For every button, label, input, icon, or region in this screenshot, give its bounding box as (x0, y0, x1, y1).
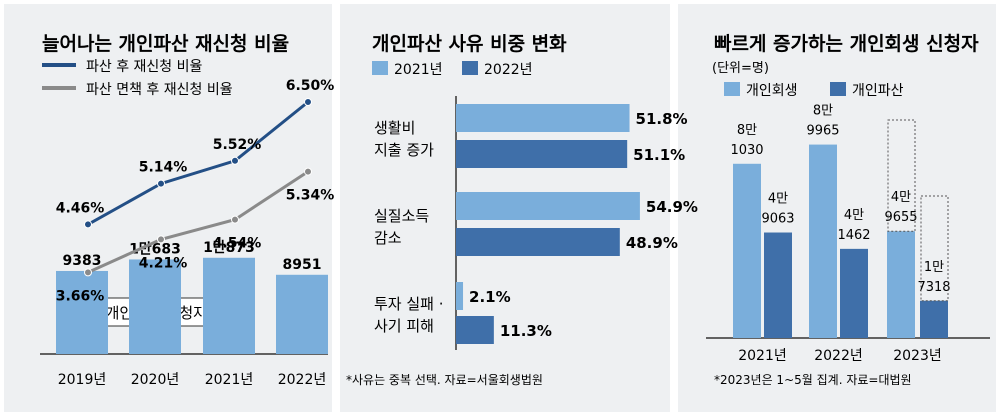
line-series-1 (87, 170, 309, 274)
line-label-1-0: 3.66% (56, 288, 105, 304)
x-tick-1: 2022년 (814, 348, 863, 364)
hbar-label-0-0: 51.8% (636, 110, 688, 128)
hbar-label-1-2: 11.3% (500, 322, 552, 340)
vbar-label-top-0-1: 8만 (813, 104, 833, 119)
legend-bankrupt-label: 개인파산 (852, 83, 904, 99)
line-point-1-3 (304, 167, 312, 176)
chart1-marks: 9383 2019년 1만683 2020년 1만873 2021년 8951 2022년 4.… (56, 78, 335, 388)
legend-2022-swatch (462, 61, 478, 75)
chart1-title: 늘어나는 개인파산 재신청 비율 (42, 33, 289, 55)
line-series-0 (87, 100, 309, 226)
legend-line-reapply-label: 파산 후 재신청 비율 (86, 59, 203, 75)
vbar-1-0 (764, 232, 792, 338)
legend-rehab-swatch (724, 82, 740, 96)
vbar-0-0 (733, 163, 761, 338)
hbar-1-0 (456, 140, 628, 168)
bar-3 (276, 274, 328, 354)
vbar-label-bottom-0-0: 1030 (730, 143, 763, 158)
hbar-label-1-1: 48.9% (626, 234, 678, 252)
x-tick-3: 2022년 (278, 372, 327, 388)
vbar-label-top-1-0: 4만 (768, 192, 788, 207)
category-label-1-0: 실질소득 (374, 207, 429, 225)
vbar-label-top-1-2: 1만 (924, 260, 944, 275)
bar-label-0: 9383 (63, 253, 102, 269)
legend-2022-label: 2022년 (484, 62, 533, 78)
line-label-0-0: 4.46% (56, 200, 105, 216)
line-point-0-2 (231, 156, 239, 165)
legend-2021-swatch (372, 61, 388, 75)
line-label-0-2: 5.52% (213, 137, 262, 153)
line-point-0-1 (157, 179, 165, 188)
line-label-0-1: 5.14% (139, 160, 188, 176)
vbar-0-1 (809, 144, 837, 338)
line-label-0-3: 6.50% (286, 78, 335, 94)
hbar-0-1 (456, 192, 640, 220)
chart3-unit: (단위=명) (712, 61, 769, 76)
x-tick-2: 2021년 (205, 372, 254, 388)
hbar-1-1 (456, 228, 620, 256)
chart3-title: 빠르게 증가하는 개인회생 신청자 (714, 33, 979, 55)
hbar-label-0-1: 54.9% (646, 198, 698, 216)
vbar-1-1 (840, 248, 868, 338)
bar-label-2: 1만873 (203, 240, 255, 256)
vbar-label-bottom-1-2: 7318 (917, 280, 950, 295)
category-label-2-0: 투자 실패 · (374, 295, 444, 313)
vbar-label-top-0-2: 4만 (891, 190, 911, 205)
vbar-label-bottom-1-0: 9063 (761, 212, 794, 227)
category-label-0-1: 지출 증가 (374, 141, 434, 159)
vbar-label-bottom-0-1: 9965 (806, 124, 839, 139)
chart3-note: *2023년은 1~5월 집계. 자료=대법원 (714, 373, 912, 387)
vbar-1-2 (920, 300, 948, 338)
partial-year-box-bankrupt (920, 195, 949, 302)
vbar-label-top-0-0: 8만 (737, 123, 757, 138)
chart2-title: 개인파산 사유 비중 변화 (372, 33, 567, 55)
hbar-label-1-0: 51.1% (633, 146, 685, 164)
x-tick-0: 2019년 (58, 372, 107, 388)
bar-1 (129, 259, 181, 354)
legend-2021-label: 2021년 (394, 62, 443, 78)
line-point-0-3 (304, 98, 312, 106)
line-label-1-3: 5.34% (286, 188, 335, 204)
bar-label-1: 1만683 (129, 241, 181, 257)
legend-bankrupt-swatch (830, 82, 846, 96)
line-point-1-0 (84, 268, 92, 277)
bar-2 (203, 257, 255, 354)
x-tick-0: 2021년 (738, 348, 787, 364)
hbar-1-2 (456, 316, 494, 344)
vbar-0-2 (887, 231, 915, 338)
legend-line-discharge-label: 파산 면책 후 재신청 비율 (86, 82, 233, 98)
category-label-0-0: 생활비 (374, 119, 415, 137)
line-point-0-0 (84, 220, 92, 229)
line-label-1-1: 4.21% (139, 255, 188, 271)
bar-label-3: 8951 (283, 257, 322, 273)
line-point-1-1 (157, 235, 165, 244)
line-label-1-2: 4.54% (213, 236, 262, 252)
bar-0 (56, 270, 108, 354)
category-label-1-1: 감소 (374, 229, 402, 247)
x-tick-2: 2023년 (893, 348, 942, 364)
category-label-2-1: 사기 피해 (374, 317, 434, 335)
hbar-0-2 (456, 282, 464, 310)
partial-year-box-rehab (887, 119, 916, 232)
line-point-1-2 (231, 215, 239, 224)
vbar-label-top-1-1: 4만 (844, 208, 864, 223)
chart2-note: *사유는 중복 선택. 자료=서울회생법원 (346, 373, 543, 387)
x-tick-1: 2020년 (131, 372, 180, 388)
legend-rehab-label: 개인회생 (746, 83, 798, 99)
vbar-label-bottom-0-2: 9655 (884, 210, 917, 225)
vbar-label-bottom-1-1: 1462 (837, 228, 870, 243)
hbar-label-0-2: 2.1% (469, 288, 511, 306)
hbar-0-0 (456, 104, 630, 132)
chart3-marks: 2021년 2022년 2023년 8만 1030 8만 9965 4만 9655 4만 9063 4… (730, 104, 950, 364)
